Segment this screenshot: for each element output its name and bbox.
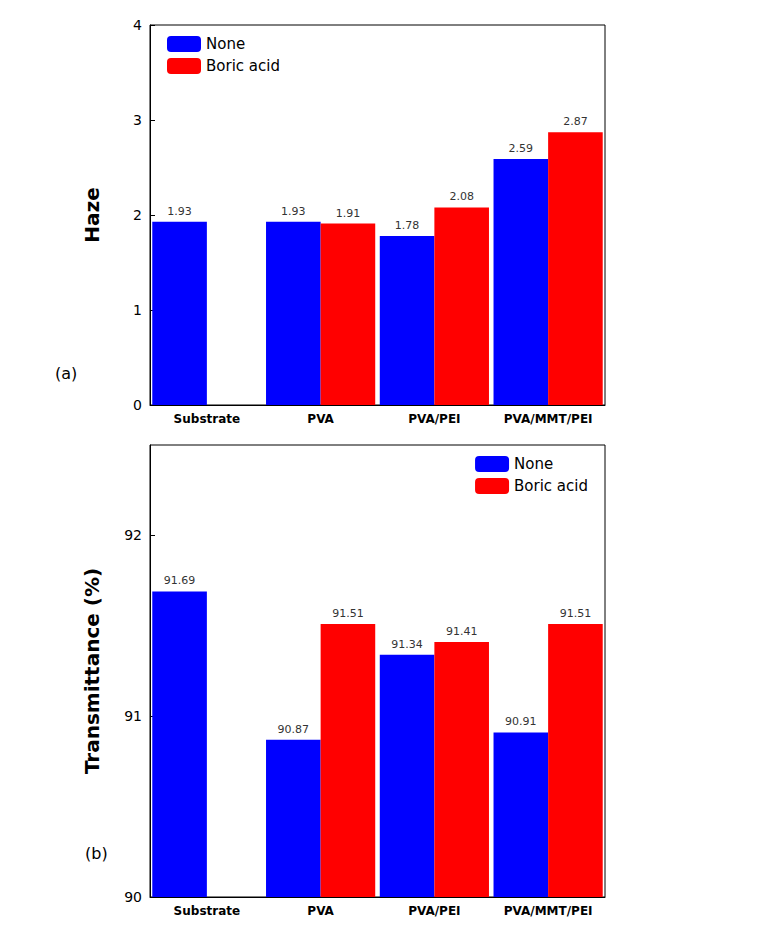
svg-text:2: 2 xyxy=(133,207,142,223)
svg-text:Boric acid: Boric acid xyxy=(514,477,588,495)
svg-text:(a): (a) xyxy=(55,364,77,383)
svg-text:None: None xyxy=(514,455,553,473)
svg-text:(b): (b) xyxy=(85,844,108,863)
svg-text:92: 92 xyxy=(124,527,142,543)
svg-text:1.93: 1.93 xyxy=(281,205,306,218)
svg-text:Substrate: Substrate xyxy=(174,412,241,426)
svg-text:PVA/PEI: PVA/PEI xyxy=(408,904,460,918)
svg-text:Substrate: Substrate xyxy=(174,904,241,918)
svg-text:None: None xyxy=(206,35,245,53)
svg-text:91.34: 91.34 xyxy=(391,638,423,651)
svg-text:90.87: 90.87 xyxy=(278,723,310,736)
svg-text:PVA: PVA xyxy=(307,412,334,426)
svg-text:PVA/MMT/PEI: PVA/MMT/PEI xyxy=(504,904,593,918)
svg-text:PVA/MMT/PEI: PVA/MMT/PEI xyxy=(504,412,593,426)
svg-text:Boric acid: Boric acid xyxy=(206,57,280,75)
svg-text:Transmittance (%): Transmittance (%) xyxy=(80,568,104,774)
svg-text:91.51: 91.51 xyxy=(560,607,592,620)
svg-text:2.87: 2.87 xyxy=(563,115,588,128)
svg-text:91.69: 91.69 xyxy=(164,574,196,587)
svg-text:2.08: 2.08 xyxy=(449,190,474,203)
svg-text:2.59: 2.59 xyxy=(509,142,534,155)
svg-text:90.91: 90.91 xyxy=(505,715,537,728)
svg-text:1: 1 xyxy=(133,302,142,318)
svg-text:91: 91 xyxy=(124,708,142,724)
svg-text:90: 90 xyxy=(124,889,142,905)
svg-text:PVA/PEI: PVA/PEI xyxy=(408,412,460,426)
svg-text:4: 4 xyxy=(133,17,142,33)
svg-text:91.51: 91.51 xyxy=(332,607,364,620)
svg-text:Haze: Haze xyxy=(80,187,104,242)
svg-text:91.41: 91.41 xyxy=(446,625,478,638)
svg-text:1.93: 1.93 xyxy=(167,205,192,218)
svg-text:PVA: PVA xyxy=(307,904,334,918)
svg-text:3: 3 xyxy=(133,112,142,128)
svg-text:0: 0 xyxy=(133,397,142,413)
svg-text:1.91: 1.91 xyxy=(336,207,361,220)
svg-text:1.78: 1.78 xyxy=(395,219,420,232)
